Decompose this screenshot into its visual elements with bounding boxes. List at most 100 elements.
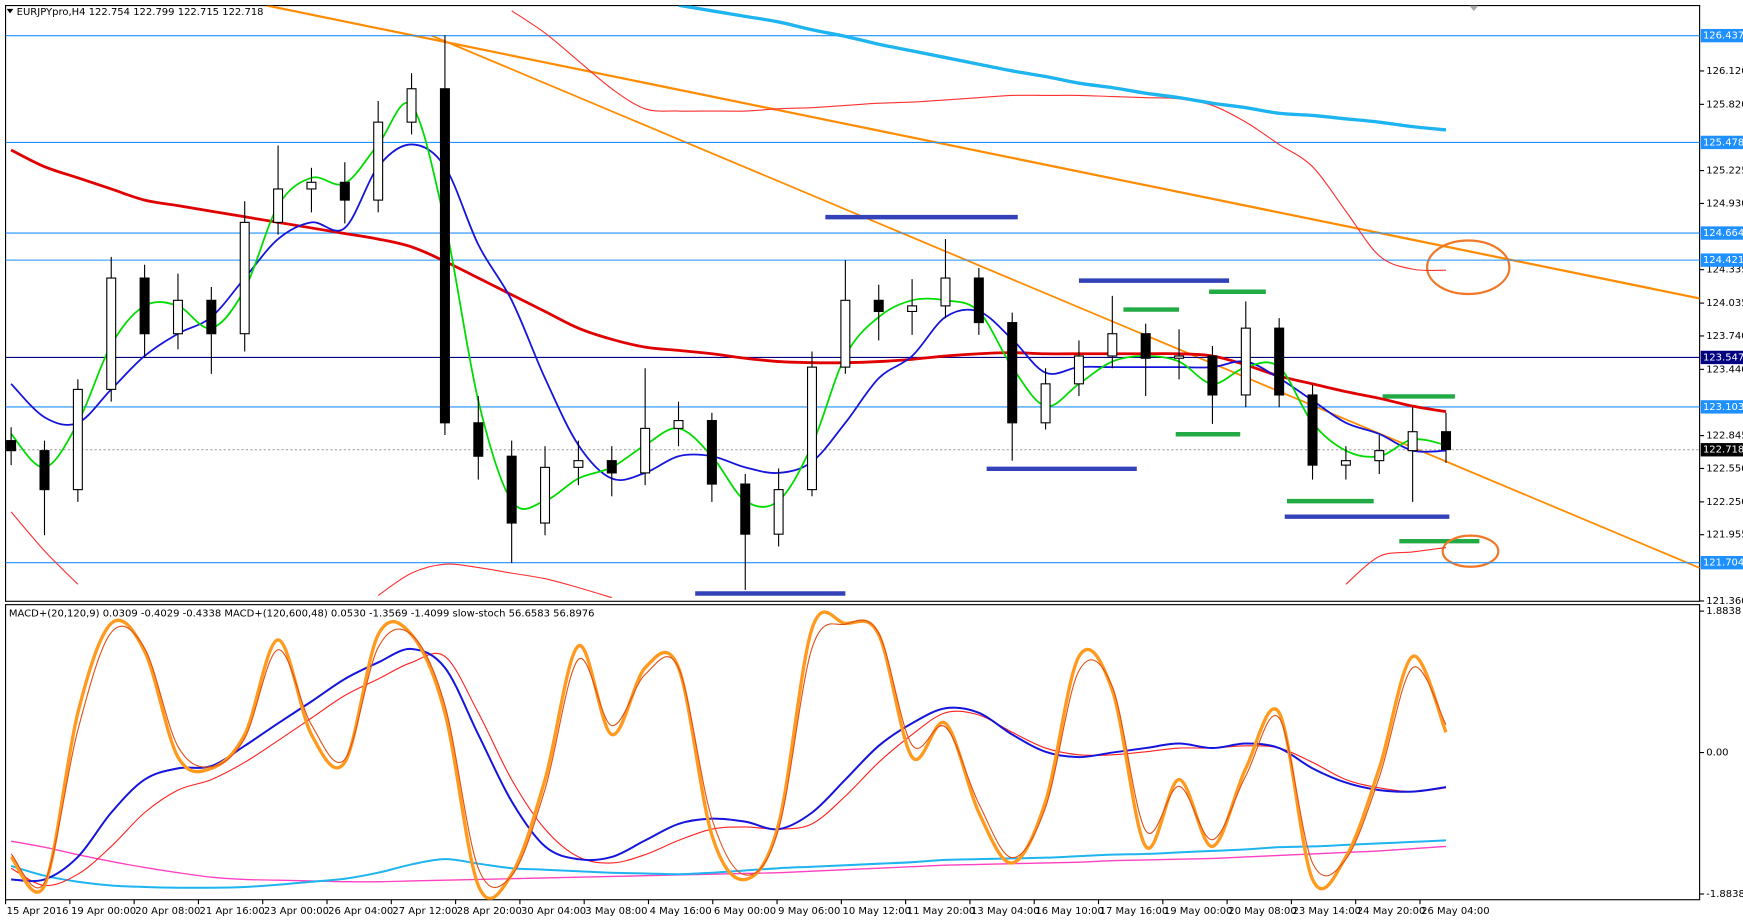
y-tick-label: 121.360 (1706, 596, 1743, 607)
candle-body (1340, 460, 1351, 466)
axes: 126.120 125.820 125.225 124.930 124.335 124.0… (5, 28, 1743, 917)
level-label-box (1700, 226, 1743, 240)
candle-body (940, 277, 951, 307)
x-tick-label: 20 Apr 08:00 (135, 906, 200, 917)
x-tick-label: 6 May 00:00 (714, 906, 776, 917)
x-tick-label: 10 May 12:00 (842, 906, 911, 917)
menu-triangle[interactable] (6, 8, 14, 14)
candle-body (6, 440, 17, 452)
x-tick-label: 15 Apr 2016 (7, 906, 69, 917)
candle-body (973, 277, 984, 324)
level-label: 123.103 (1703, 402, 1743, 413)
x-tick-label: 9 May 06:00 (778, 906, 840, 917)
candle-body (1274, 327, 1285, 396)
y-tick-label: 0.00 (1706, 748, 1728, 759)
x-tick-label: 23 Apr 00:00 (264, 906, 329, 917)
candle-body (473, 422, 484, 457)
candle-body (506, 455, 517, 524)
candle-body (139, 277, 150, 335)
candle-body (1174, 355, 1185, 359)
y-tick-label: 124.035 (1706, 298, 1743, 309)
candle-body (39, 450, 50, 491)
level-labels: 126.437 125.478 124.664 124.421 123.547 123.1… (1700, 28, 1743, 570)
candle-body (740, 483, 751, 535)
x-tick-label: 28 Apr 20:00 (457, 906, 522, 917)
price-plot (5, 5, 1700, 599)
x-tick-label: 13 May 04:00 (971, 906, 1040, 917)
level-label: 126.437 (1703, 31, 1743, 42)
trendline (431, 34, 1700, 569)
y-tick-label: 123.440 (1706, 364, 1743, 375)
x-tick-label: 4 May 16:00 (650, 906, 712, 917)
candle-body (573, 460, 584, 468)
minor-marks (1123, 289, 1480, 544)
candle-body (1007, 322, 1018, 424)
x-tick-label: 19 May 00:00 (1164, 906, 1233, 917)
candle-body (540, 466, 551, 524)
highlight-circle (1441, 534, 1500, 568)
x-tick-label: 19 Apr 00:00 (71, 906, 136, 917)
level-label-box (1700, 443, 1743, 457)
y-tick-label: -1.8838 (1706, 889, 1743, 900)
x-tick-label: 21 Apr 16:00 (200, 906, 265, 917)
candle-body (606, 460, 617, 474)
candle-body (1107, 333, 1118, 357)
candle-body (1073, 355, 1084, 385)
x-tick-label: 24 May 20:00 (1357, 906, 1426, 917)
x-tick-label: 11 May 20:00 (907, 906, 976, 917)
candle-body (306, 181, 317, 190)
candle-body (1240, 327, 1251, 396)
y-tick-label: 121.955 (1706, 530, 1743, 541)
support-marks (695, 214, 1450, 596)
level-label-box (1700, 135, 1743, 150)
candle-body (640, 427, 651, 474)
indicator-panel-title: MACD+(20,120,9) 0.0309 -0.4029 -0.4338 M… (9, 609, 595, 620)
level-label-box (1700, 400, 1743, 414)
candle-body (239, 221, 250, 335)
x-tick-label: 26 Apr 04:00 (328, 906, 393, 917)
candle-body (1140, 333, 1151, 359)
level-label: 121.704 (1703, 558, 1743, 569)
candle-body (439, 88, 450, 424)
y-tick-label: 126.120 (1706, 66, 1743, 77)
level-label: 123.547 (1703, 352, 1743, 363)
y-tick-label: 122.250 (1706, 497, 1743, 508)
level-label: 124.421 (1703, 255, 1743, 266)
candle-body (1040, 383, 1051, 424)
x-tick-label: 16 May 10:00 (1035, 906, 1104, 917)
candle-body (873, 299, 884, 313)
indicator-line (678, 5, 1447, 132)
indicator-plot (9, 610, 1448, 900)
candle-body (706, 420, 717, 485)
candle-body (373, 121, 384, 201)
x-tick-label: 23 May 14:00 (1293, 906, 1362, 917)
candle-body (72, 388, 83, 491)
candle-body (773, 489, 784, 535)
indicator-line (11, 647, 1447, 883)
candle-body (206, 299, 217, 335)
candle-body (273, 188, 284, 223)
y-tick-label: 125.225 (1706, 166, 1743, 177)
candle-body (840, 299, 851, 368)
y-tick-label: 124.335 (1706, 265, 1743, 276)
candle-body (172, 299, 183, 335)
level-label: 122.718 (1703, 445, 1743, 456)
x-tick-label: 30 Apr 04:00 (521, 906, 586, 917)
y-tick-label: 1.8838 (1706, 606, 1741, 617)
x-tick-label: 17 May 16:00 (1100, 906, 1169, 917)
candle-body (806, 366, 817, 491)
price-panel-title: EURJPYpro,H4 122.754 122.799 122.715 122… (17, 7, 264, 18)
highlight-circle (1425, 239, 1511, 296)
y-tick-label: 125.820 (1706, 99, 1743, 110)
y-tick-label: 122.550 (1706, 463, 1743, 474)
level-label: 124.664 (1703, 228, 1743, 239)
shift-marker (1469, 5, 1479, 12)
candle-body (907, 305, 918, 313)
candle-body (673, 420, 684, 429)
trendline (266, 5, 1700, 300)
x-tick-label: 26 May 04:00 (1421, 906, 1490, 917)
candle-body (1407, 431, 1418, 452)
